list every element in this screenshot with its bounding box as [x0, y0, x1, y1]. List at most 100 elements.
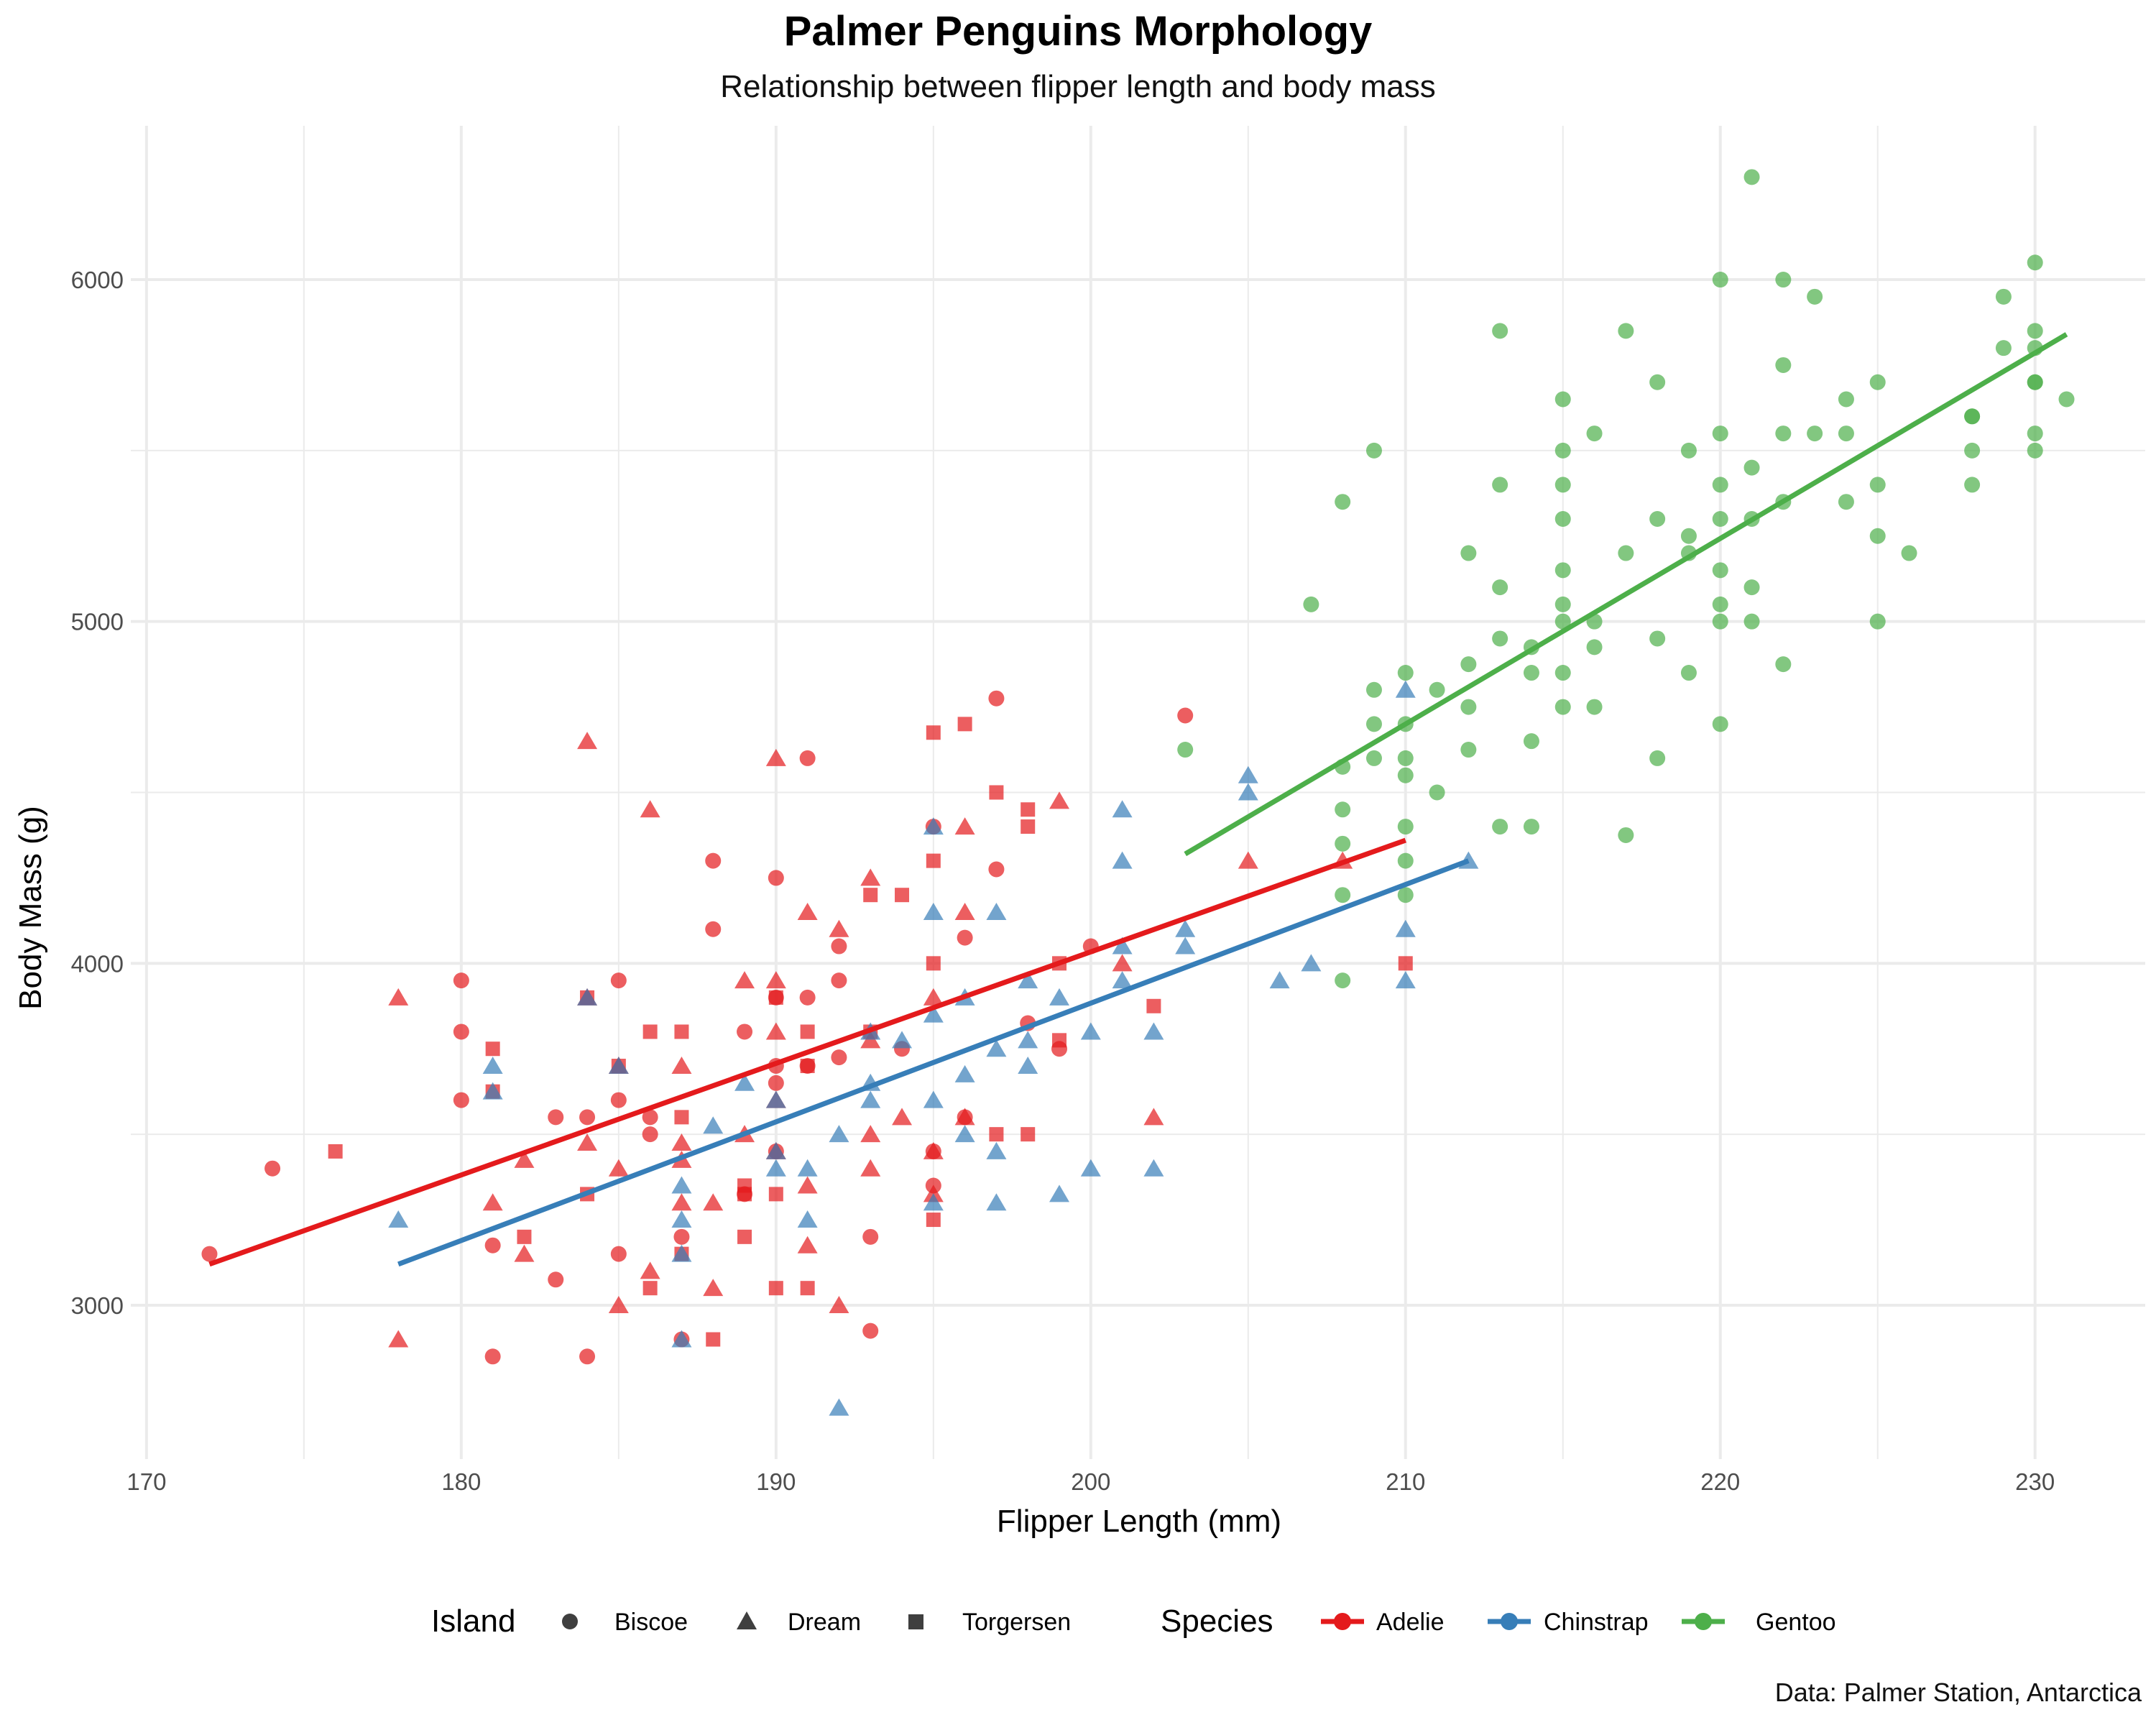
adelie-dream-point	[797, 902, 818, 920]
adelie-biscoe-point	[610, 1092, 627, 1108]
adelie-torgersen-point	[642, 1024, 658, 1039]
data-source-caption: Data: Palmer Station, Antarctica	[1774, 1678, 2142, 1707]
chart-title: Palmer Penguins Morphology	[783, 8, 1373, 55]
chinstrap-dream-point	[1143, 1022, 1164, 1040]
adelie-torgersen-point	[642, 1281, 658, 1296]
gentoo-biscoe-point	[1177, 742, 1194, 758]
gentoo-biscoe-point	[1492, 477, 1508, 493]
adelie-biscoe-point	[705, 852, 722, 869]
adelie-torgersen-point	[768, 990, 783, 1005]
gentoo-biscoe-point	[1838, 494, 1854, 510]
adelie-biscoe-point	[799, 989, 816, 1006]
adelie-torgersen-point	[926, 1213, 941, 1228]
adelie-torgersen-point	[328, 1144, 343, 1159]
adelie-dream-point	[954, 817, 975, 835]
y-axis-title: Body Mass (g)	[13, 806, 48, 1010]
chinstrap-dream-point	[577, 988, 598, 1006]
gentoo-biscoe-point	[1712, 716, 1728, 732]
y-tick-label: 3000	[71, 1292, 124, 1319]
gentoo-biscoe-point	[1712, 477, 1728, 493]
gentoo-biscoe-point	[2027, 442, 2043, 459]
chinstrap-dream-point	[734, 1073, 755, 1091]
adelie-torgersen-point	[1052, 1033, 1067, 1048]
gentoo-biscoe-point	[1964, 477, 1981, 493]
adelie-biscoe-point	[642, 1126, 658, 1143]
gentoo-biscoe-point	[1492, 630, 1508, 647]
chinstrap-dream-point	[923, 902, 944, 920]
chinstrap-dream-point	[986, 1193, 1007, 1211]
adelie-torgersen-point	[1021, 819, 1036, 834]
chinstrap-dream-point	[954, 1064, 975, 1082]
adelie-biscoe-point	[988, 690, 1005, 707]
gentoo-biscoe-point	[1335, 972, 1351, 989]
chinstrap-dream-point	[923, 1005, 944, 1023]
x-tick-label: 230	[2015, 1468, 2055, 1495]
adelie-dream-point	[797, 1176, 818, 1194]
chinstrap-dream-point	[986, 902, 1007, 920]
chinstrap-dream-point	[388, 1210, 409, 1228]
adelie-biscoe-point	[988, 861, 1005, 878]
gentoo-biscoe-point	[1807, 426, 1823, 442]
chinstrap-trend-line	[397, 858, 1470, 1267]
gentoo-biscoe-point	[1554, 596, 1571, 612]
gentoo-biscoe-point	[1712, 510, 1728, 527]
adelie-torgersen-point	[517, 1229, 532, 1244]
gentoo-biscoe-point	[1397, 665, 1414, 681]
gentoo-biscoe-point	[1429, 681, 1445, 698]
adelie-biscoe-point	[673, 1228, 690, 1245]
legend-item-chinstrap: Chinstrap	[1488, 1609, 1649, 1636]
legend-island-title: Island	[431, 1604, 515, 1639]
adelie-biscoe-point	[484, 1237, 501, 1254]
adelie-torgersen-point	[1146, 998, 1161, 1013]
adelie-torgersen-point	[674, 1110, 689, 1125]
legend-item-adelie: Adelie	[1321, 1609, 1445, 1636]
chinstrap-dream-point	[986, 1141, 1007, 1159]
gentoo-biscoe-point	[1460, 742, 1477, 758]
legend-item-gentoo: Gentoo	[1682, 1609, 1836, 1636]
adelie-torgersen-point	[706, 1332, 721, 1347]
gentoo-biscoe-point	[1838, 426, 1854, 442]
adelie-biscoe-point	[548, 1271, 564, 1288]
adelie-biscoe-point	[831, 938, 847, 954]
adelie-dream-point	[514, 1244, 535, 1262]
gentoo-biscoe-point	[1429, 784, 1445, 801]
adelie-torgersen-point	[895, 888, 910, 903]
adelie-torgersen-point	[485, 1041, 500, 1057]
x-tick-label: 210	[1386, 1468, 1425, 1495]
adelie-biscoe-point	[831, 1049, 847, 1066]
gentoo-biscoe-point	[1554, 477, 1571, 493]
gentoo-biscoe-point	[1964, 442, 1981, 459]
gentoo-biscoe-point	[1554, 665, 1571, 681]
adelie-biscoe-point	[831, 972, 847, 989]
gentoo-biscoe-point	[1335, 887, 1351, 903]
gentoo-biscoe-point	[1397, 819, 1414, 835]
gentoo-biscoe-point	[1680, 528, 1697, 544]
chinstrap-dream-point	[1238, 765, 1258, 783]
gentoo-biscoe-point	[1649, 510, 1666, 527]
gentoo-biscoe-point	[1964, 408, 1981, 425]
gentoo-biscoe-point	[1397, 750, 1414, 766]
gentoo-biscoe-point	[1869, 477, 1886, 493]
adelie-dream-point	[671, 1057, 692, 1075]
chinstrap-dream-point	[1112, 971, 1133, 989]
adelie-torgersen-point	[768, 1281, 783, 1296]
adelie-dream-point	[860, 868, 881, 886]
adelie-torgersen-point	[926, 725, 941, 740]
data-points	[201, 169, 2075, 1416]
adelie-biscoe-point	[1177, 707, 1194, 724]
gentoo-biscoe-point	[1365, 750, 1382, 766]
gentoo-biscoe-point	[1460, 699, 1477, 715]
adelie-dream-point	[388, 1330, 409, 1348]
x-tick-label: 220	[1700, 1468, 1740, 1495]
x-tick-label: 180	[441, 1468, 481, 1495]
adelie-torgersen-point	[989, 1127, 1004, 1142]
chinstrap-dream-point	[1395, 919, 1416, 937]
adelie-dream-point	[734, 971, 755, 989]
adelie-biscoe-point	[610, 972, 627, 989]
adelie-dream-point	[577, 732, 598, 750]
adelie-dream-point	[703, 1193, 724, 1211]
adelie-torgersen-point	[800, 1024, 815, 1039]
chinstrap-dream-point	[1269, 971, 1290, 989]
trend-lines	[208, 332, 2068, 1267]
chinstrap-dream-point	[1080, 1022, 1101, 1040]
